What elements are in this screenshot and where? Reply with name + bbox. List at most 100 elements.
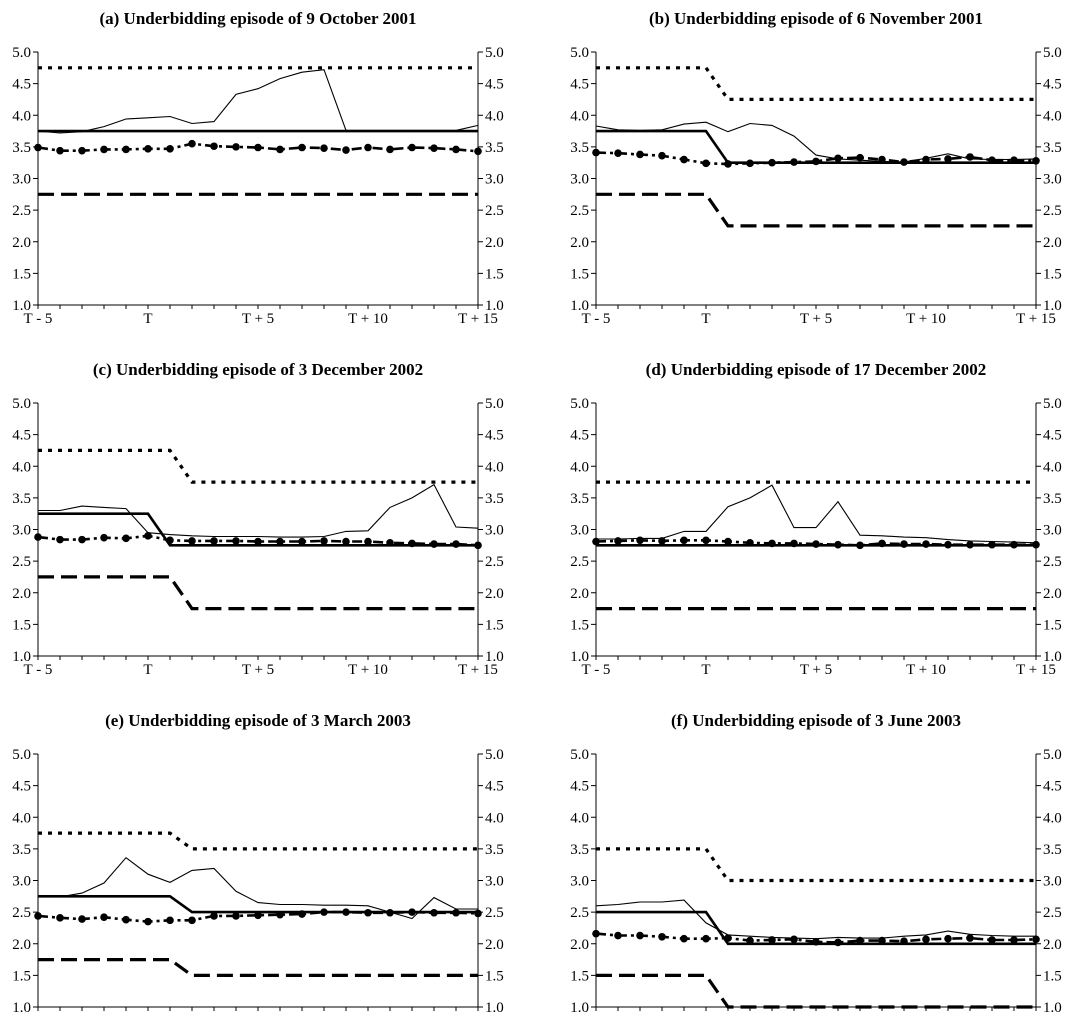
series-point — [592, 537, 600, 546]
series-point — [56, 535, 64, 544]
series-point — [78, 535, 86, 544]
y-tick-label-right: 4.5 — [1043, 77, 1062, 93]
y-tick-label-left: 1.0 — [12, 298, 31, 314]
series-point — [452, 540, 460, 548]
x-tick-label: T + 5 — [242, 1013, 274, 1015]
series-point — [100, 145, 108, 154]
y-tick-label-right: 5.0 — [1043, 396, 1062, 412]
series-point — [944, 934, 952, 943]
series-point — [988, 936, 996, 944]
y-tick-label-right: 4.0 — [1043, 108, 1062, 124]
series-point — [474, 147, 482, 156]
series-line-dotted-upper — [596, 847, 1036, 883]
y-tick-label-right: 2.0 — [1043, 937, 1062, 953]
y-tick-label-left: 4.5 — [570, 77, 589, 93]
x-tick-label: T — [701, 662, 710, 678]
y-tick-label-right: 4.5 — [1043, 779, 1062, 795]
series-line-dotted-upper — [596, 66, 1036, 102]
series-point — [724, 160, 732, 168]
y-tick-label-left: 5.0 — [12, 396, 31, 412]
x-tick-label: T + 10 — [906, 1013, 946, 1015]
series-point — [342, 146, 350, 154]
y-tick-label-left: 2.0 — [570, 937, 589, 953]
x-tick-label: T + 15 — [1016, 662, 1056, 678]
y-tick-label-left: 2.5 — [12, 905, 31, 921]
y-tick-label-left: 2.5 — [12, 203, 31, 219]
series-point — [966, 153, 974, 161]
y-tick-label-right: 1.5 — [485, 617, 504, 633]
panel-title: (d) Underbidding episode of 17 December … — [646, 360, 987, 379]
series-line-dashed-lower — [38, 957, 478, 978]
series-point — [1010, 936, 1018, 944]
series-point — [122, 534, 130, 543]
y-tick-label-left: 4.5 — [12, 779, 31, 795]
series-point — [658, 932, 666, 941]
y-tick-label-right: 5.0 — [485, 45, 504, 61]
y-tick-label-left: 5.0 — [12, 747, 31, 763]
series-point — [166, 916, 174, 925]
series-point — [1010, 156, 1018, 164]
series-point — [614, 537, 622, 545]
series-point — [1032, 540, 1040, 549]
y-tick-label-left: 3.5 — [12, 491, 31, 507]
chart-panel-e: (e) Underbidding episode of 3 March 2003… — [12, 711, 504, 1015]
series-point — [364, 143, 372, 152]
series-point — [878, 936, 886, 945]
series-point — [78, 146, 86, 155]
series-line-dash-dot-markers — [595, 538, 1036, 547]
series-point — [966, 934, 974, 942]
series-point — [320, 537, 328, 545]
y-tick-label-right: 1.0 — [1043, 298, 1062, 314]
series-point — [408, 908, 416, 916]
y-tick-label-left: 1.0 — [12, 1000, 31, 1015]
y-tick-label-left: 1.5 — [570, 617, 589, 633]
series-point — [1010, 540, 1018, 549]
y-tick-label-right: 5.0 — [1043, 747, 1062, 763]
series-point — [812, 157, 820, 166]
series-point — [166, 536, 174, 545]
x-tick-label: T + 10 — [906, 311, 946, 327]
series-point — [592, 148, 600, 157]
y-tick-label-left: 4.0 — [570, 459, 589, 475]
series-point — [122, 915, 130, 924]
series-point — [966, 540, 974, 549]
series-point — [768, 936, 776, 944]
y-tick-label-right: 5.0 — [1043, 45, 1062, 61]
y-tick-label-right: 5.0 — [485, 747, 504, 763]
series-point — [812, 540, 820, 548]
y-tick-label-left: 4.5 — [12, 428, 31, 444]
series-point — [276, 910, 284, 919]
series-point — [210, 912, 218, 920]
series-point — [276, 537, 284, 546]
series-point — [474, 909, 482, 918]
series-point — [254, 911, 262, 920]
series-point — [834, 540, 842, 549]
series-point — [122, 145, 130, 154]
y-tick-label-left: 2.0 — [12, 586, 31, 602]
y-tick-label-right: 2.0 — [485, 586, 504, 602]
y-tick-label-left: 4.0 — [12, 810, 31, 826]
y-tick-label-left: 5.0 — [570, 396, 589, 412]
y-tick-label-right: 1.0 — [1043, 1000, 1062, 1015]
y-tick-label-right: 3.0 — [485, 874, 504, 890]
series-point — [210, 142, 218, 151]
y-tick-label-right: 4.0 — [1043, 810, 1062, 826]
series-point — [680, 536, 688, 545]
y-tick-label-right: 1.0 — [485, 649, 504, 665]
series-line-thin — [595, 899, 1036, 940]
series-point — [100, 533, 108, 542]
y-tick-label-right: 3.0 — [1043, 874, 1062, 890]
series-point — [320, 144, 328, 152]
y-tick-label-left: 4.0 — [12, 459, 31, 475]
y-tick-label-right: 2.5 — [1043, 203, 1062, 219]
y-tick-label-left: 2.5 — [570, 905, 589, 921]
x-tick-label: T + 15 — [1016, 311, 1056, 327]
series-point — [452, 908, 460, 917]
series-point — [944, 540, 952, 549]
series-line-dashed-lower — [596, 192, 1036, 228]
y-tick-label-left: 3.0 — [570, 172, 589, 188]
series-point — [386, 145, 394, 154]
y-tick-label-left: 3.0 — [12, 523, 31, 539]
y-tick-label-right: 3.5 — [1043, 140, 1062, 156]
